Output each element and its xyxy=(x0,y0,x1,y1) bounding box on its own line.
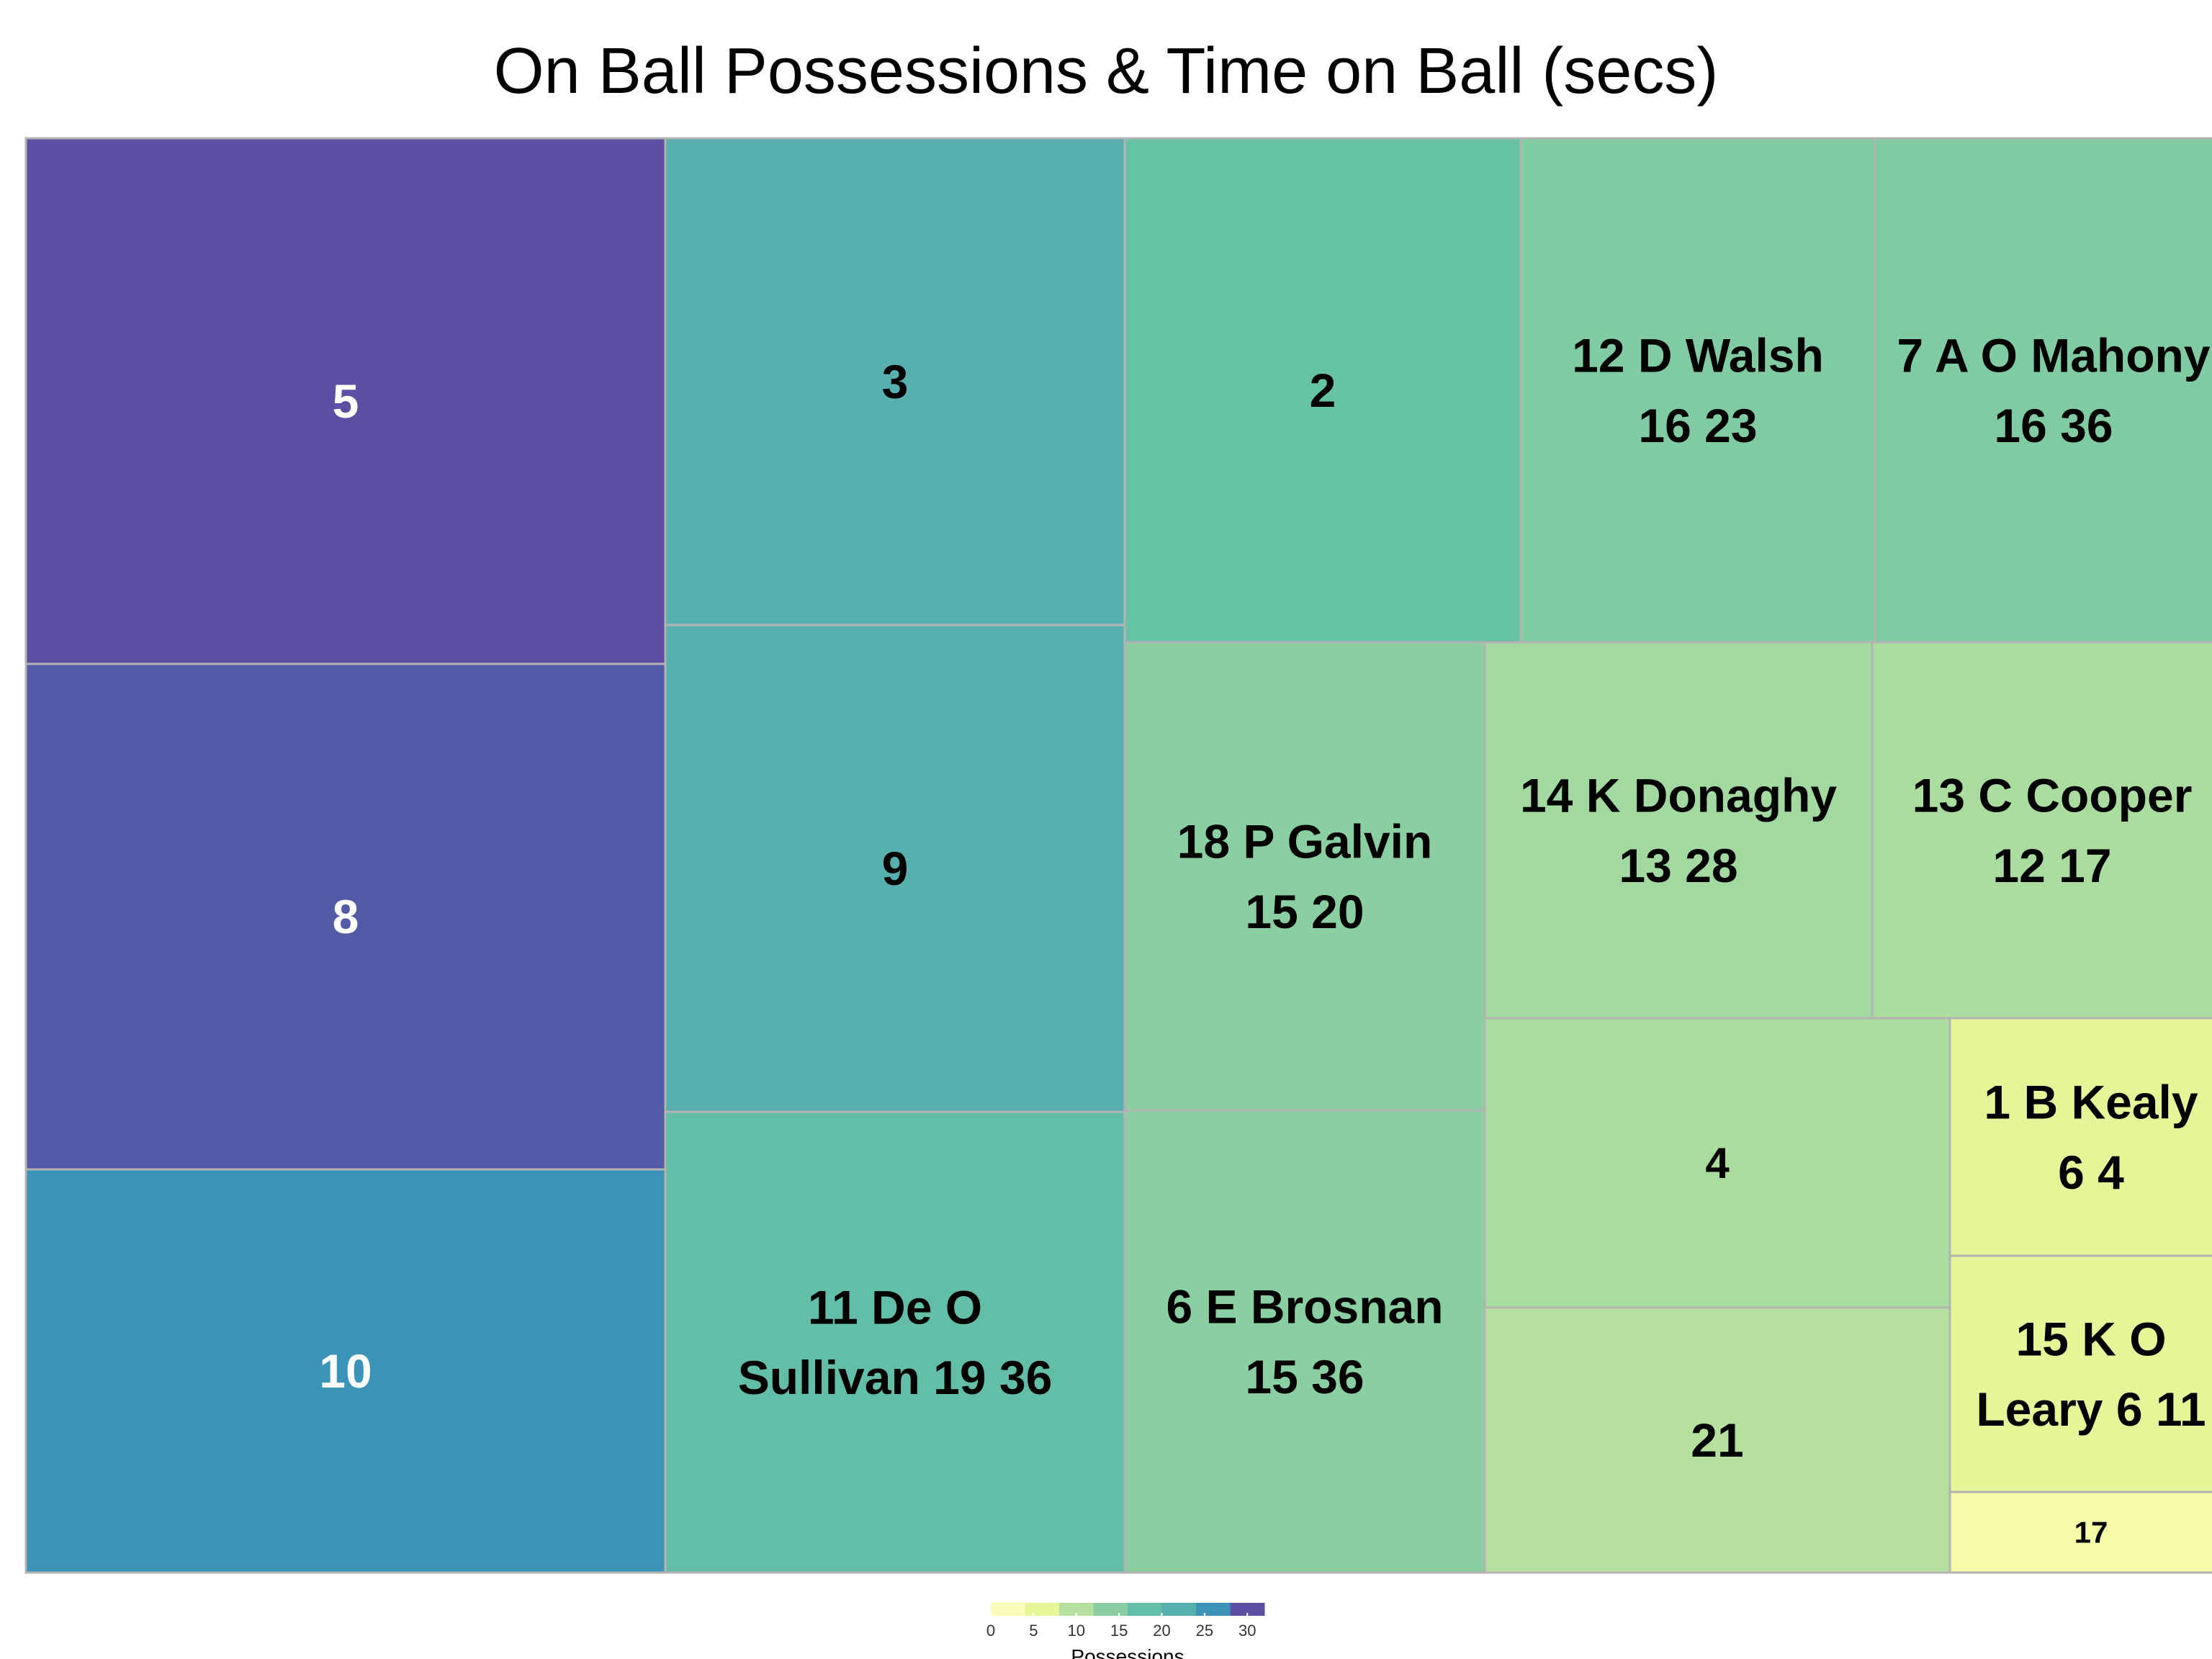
legend-swatch xyxy=(1128,1603,1162,1616)
tile-label: 13 C Cooper 12 17 xyxy=(1912,768,2193,892)
tile-rect xyxy=(1948,1017,2212,1257)
tile-rect xyxy=(1874,137,2212,644)
tile-label: 3 xyxy=(882,355,909,408)
tile-2-k-young: 2 xyxy=(1123,137,1522,644)
chart-title: On Ball Possessions & Time on Ball (secs… xyxy=(493,35,1719,107)
tile-rect xyxy=(664,624,1126,1113)
tile-rect xyxy=(1948,1491,2212,1574)
legend-tick-label: 0 xyxy=(986,1622,995,1640)
legend-tick-label: 25 xyxy=(1196,1622,1213,1640)
tile-1-b-kealy: 1 B Kealy 6 4 xyxy=(1948,1017,2212,1257)
legend-swatch xyxy=(1161,1603,1197,1616)
legend-swatch xyxy=(991,1603,1025,1616)
legend-swatch xyxy=(1230,1603,1265,1616)
tile-rect xyxy=(664,1110,1126,1574)
legend-tick-label: 5 xyxy=(1029,1622,1038,1640)
tile-rect xyxy=(1871,641,2212,1020)
tile-12-d-walsh: 12 D Walsh 16 23 xyxy=(1519,137,1876,644)
tile-label: 10 xyxy=(319,1344,372,1398)
tile-7-a-o-mahony: 7 A O Mahony 16 36 xyxy=(1874,137,2212,644)
legend-swatch xyxy=(1025,1603,1060,1616)
legend-title: Possessions xyxy=(1071,1645,1184,1659)
tile-label: 6 E Brosnan 15 36 xyxy=(1166,1280,1443,1403)
tile-rect xyxy=(664,137,1126,626)
tile-5-t-o-se: 5 xyxy=(24,137,667,665)
tile-label: 21 xyxy=(1691,1413,1743,1467)
tile-14-k-donaghy: 14 K Donaghy 13 28 xyxy=(1483,641,1874,1020)
legend-swatch xyxy=(1093,1603,1128,1616)
tile-label: 5 xyxy=(333,374,359,428)
tile-13-c-cooper: 13 C Cooper 12 17 xyxy=(1871,641,2212,1020)
tile-4-t-o-sullivan: 4 xyxy=(1483,1017,1951,1309)
legend-swatch xyxy=(1059,1603,1094,1616)
tile-label: 12 D Walsh 16 23 xyxy=(1572,328,1824,452)
tile-label: 15 K O Leary 6 11 xyxy=(1976,1312,2206,1436)
tile-17-d-bohane: 17 xyxy=(1948,1491,2212,1574)
tile-label: 2 xyxy=(1310,364,1336,417)
tile-9-b-sheehan: 9 xyxy=(664,624,1126,1113)
tile-label: 11 De O Sullivan 19 36 xyxy=(738,1280,1053,1404)
tile-rect xyxy=(1123,137,1522,644)
tile-15-k-o-leary: 15 K O Leary 6 11 xyxy=(1948,1254,2212,1493)
tile-label: 14 K Donaghy 13 28 xyxy=(1520,768,1837,892)
tile-rect xyxy=(1483,1306,1951,1574)
legend-tick-label: 20 xyxy=(1153,1622,1170,1640)
tile-rect xyxy=(24,137,667,665)
legend-tick-label: 10 xyxy=(1068,1622,1085,1640)
tile-rect xyxy=(1519,137,1876,644)
tile-rect xyxy=(1123,1109,1486,1574)
tile-label: 9 xyxy=(882,842,909,895)
legend-tick-label: 15 xyxy=(1110,1622,1128,1640)
tile-18-p-galvin: 18 P Galvin 15 20 xyxy=(1123,641,1486,1112)
tile-rect xyxy=(24,1168,667,1574)
tile-label: 4 xyxy=(1705,1139,1730,1187)
legend-swatch xyxy=(1196,1603,1231,1616)
legend-tick-label: 30 xyxy=(1238,1622,1256,1640)
tile-rect xyxy=(1123,641,1486,1112)
tile-label: 8 xyxy=(333,890,359,943)
tile-21-bj-keane: 21 xyxy=(1483,1306,1951,1574)
tile-rect xyxy=(1483,641,1874,1020)
tile-6-e-brosnan: 6 E Brosnan 15 36 xyxy=(1123,1109,1486,1574)
tile-10-da-o-sullivan: 10 xyxy=(24,1168,667,1574)
tile-label: 18 P Galvin 15 20 xyxy=(1177,814,1433,938)
tile-rect xyxy=(1483,1017,1951,1309)
tile-11-de-o-sullivan: 11 De O Sullivan 19 36 xyxy=(664,1110,1126,1574)
tile-3-m-o-se: 3 xyxy=(664,137,1126,626)
tile-label: 17 xyxy=(2074,1516,2108,1550)
tile-label: 7 A O Mahony 16 36 xyxy=(1897,328,2210,452)
tile-label: 1 B Kealy 6 4 xyxy=(1984,1075,2198,1199)
